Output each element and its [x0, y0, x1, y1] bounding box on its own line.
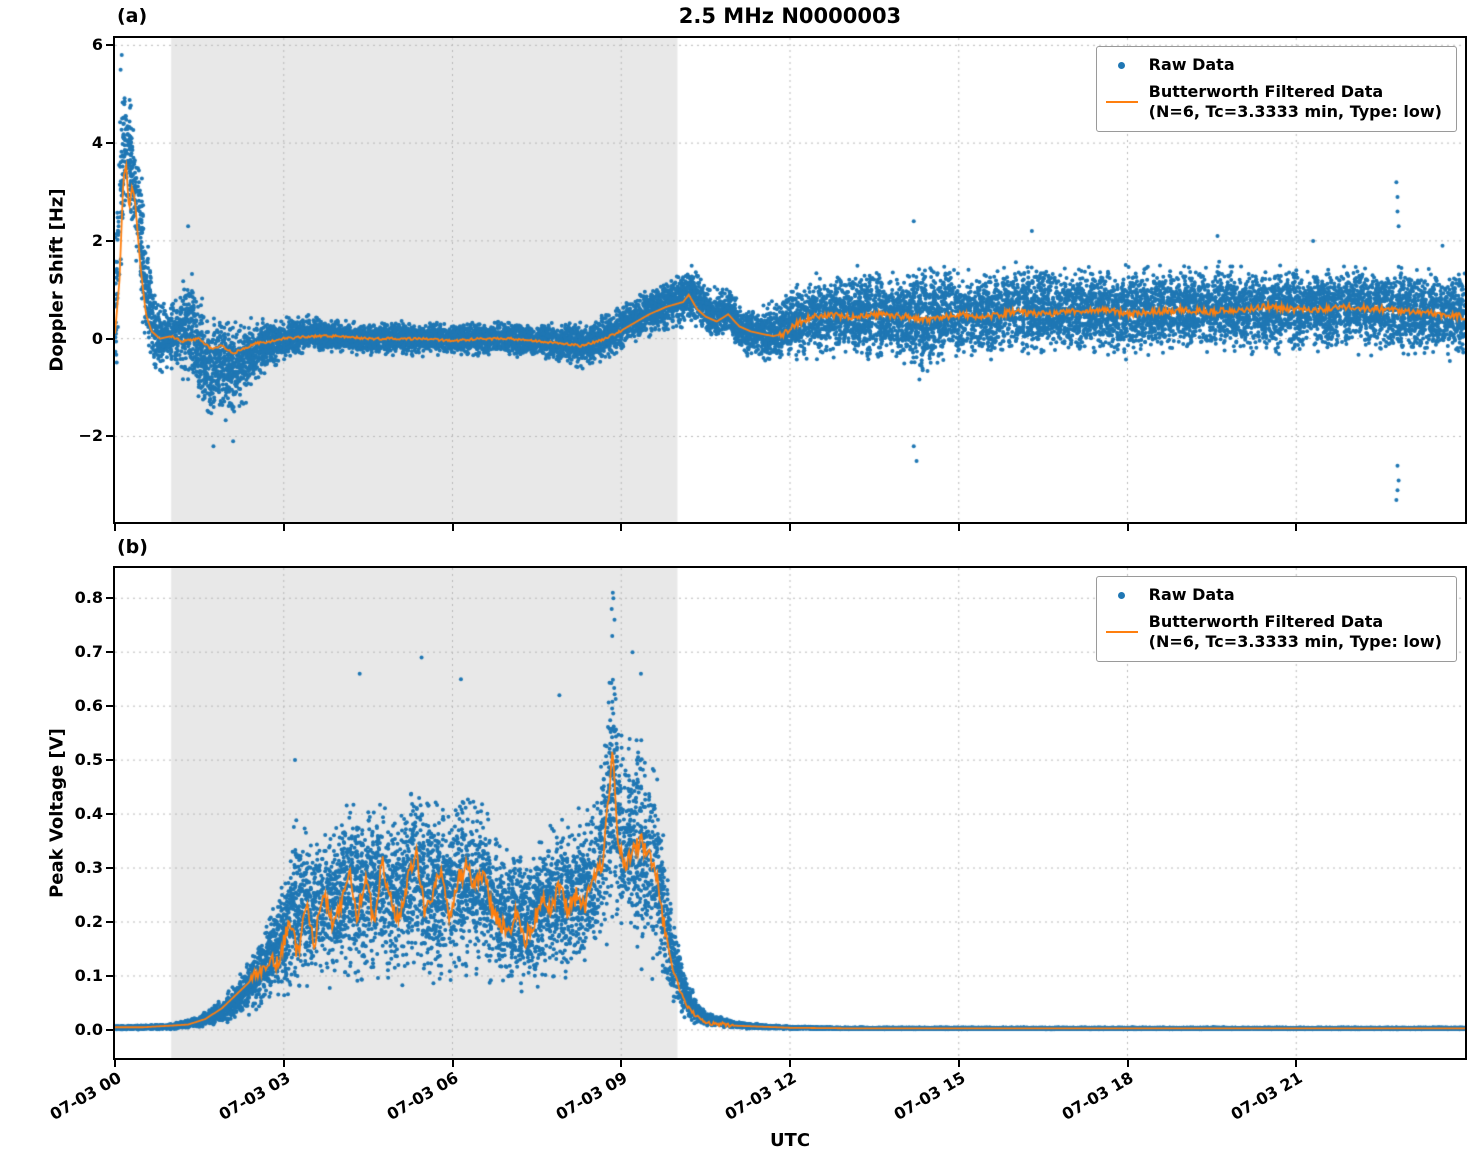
figure-title: 2.5 MHz N0000003 [678, 4, 902, 28]
filtered-label: Butterworth Filtered Data [1148, 612, 1384, 631]
y-tick-mark [106, 813, 113, 816]
filtered-line-marker-icon [1105, 631, 1139, 633]
x-tick-mark [1126, 524, 1129, 531]
x-tick-label: 07-03 15 [890, 1068, 969, 1124]
x-tick-label: 07-03 12 [721, 1068, 800, 1124]
y-tick-mark [106, 435, 113, 438]
x-tick-mark [957, 524, 960, 531]
y-tick-mark [106, 974, 113, 977]
y-tick-label: 0.6 [74, 696, 103, 716]
filtered-sublabel: (N=6, Tc=3.3333 min, Type: low) [1148, 632, 1442, 651]
x-tick-mark [114, 1060, 116, 1067]
y-tick-label: 0.8 [74, 588, 103, 608]
x-tick-label: 07-03 09 [552, 1068, 631, 1124]
y-tick-label: −2 [78, 426, 103, 446]
x-tick-mark [114, 524, 116, 531]
x-tick-mark [282, 524, 285, 531]
x-tick-label: 07-03 21 [1227, 1068, 1306, 1124]
filtered-label-block: Butterworth Filtered Data (N=6, Tc=3.333… [1149, 612, 1442, 652]
panel-label-b: (b) [117, 536, 148, 558]
x-axis-label: UTC [769, 1130, 811, 1151]
filtered-line-marker-icon [1105, 101, 1139, 103]
legend-item-raw: Raw Data [1105, 55, 1442, 75]
y-tick-mark [106, 337, 113, 340]
y-tick-label: 0.1 [74, 965, 103, 985]
y-tick-label: 0 [91, 328, 103, 348]
y-tick-mark [106, 651, 113, 654]
y-tick-mark [106, 44, 113, 47]
filtered-sublabel: (N=6, Tc=3.3333 min, Type: low) [1148, 102, 1442, 121]
y-tick-label: 0.7 [74, 642, 103, 662]
y-tick-label: 0.5 [74, 750, 103, 770]
x-tick-mark [451, 524, 454, 531]
y-tick-mark [106, 239, 113, 242]
plot-b-frame: Raw Data Butterworth Filtered Data (N=6,… [113, 566, 1467, 1060]
y-tick-mark [106, 142, 113, 145]
filtered-label: Butterworth Filtered Data [1148, 82, 1384, 101]
panel-label-a: (a) [117, 5, 148, 27]
x-tick-label: 07-03 00 [46, 1068, 125, 1124]
x-tick-mark [1295, 524, 1298, 531]
x-tick-mark [282, 1060, 285, 1067]
x-tick-label: 07-03 06 [384, 1068, 462, 1124]
y-tick-label: 0.2 [74, 912, 103, 931]
legend-item-raw: Raw Data [1105, 585, 1442, 605]
y-tick-mark [106, 759, 113, 762]
plot-a-frame: Raw Data Butterworth Filtered Data (N=6,… [113, 36, 1467, 524]
x-tick-mark [789, 524, 791, 531]
y-tick-label: 0.0 [74, 1019, 103, 1039]
y-tick-label: 0.3 [74, 858, 103, 878]
y-tick-mark [106, 1028, 113, 1031]
x-tick-mark [451, 1060, 454, 1067]
legend-b: Raw Data Butterworth Filtered Data (N=6,… [1095, 576, 1457, 662]
x-tick-mark [1295, 1060, 1298, 1067]
y-tick-label: 2 [91, 230, 103, 250]
legend-a: Raw Data Butterworth Filtered Data (N=6,… [1095, 46, 1457, 132]
raw-data-label: Raw Data [1148, 585, 1235, 604]
x-tick-mark [789, 1060, 791, 1067]
legend-item-filtered: Butterworth Filtered Data (N=6, Tc=3.333… [1105, 612, 1442, 652]
x-tick-mark [620, 1060, 623, 1067]
x-tick-mark [620, 524, 623, 531]
y-tick-mark [106, 705, 113, 708]
y-tick-mark [106, 921, 113, 923]
y-tick-mark [106, 867, 113, 870]
raw-data-marker-icon [1105, 61, 1139, 69]
y-tick-label: 0.4 [74, 804, 103, 824]
raw-data-marker-icon [1105, 591, 1139, 599]
x-tick-mark [1126, 1060, 1129, 1067]
y-tick-mark [106, 597, 113, 600]
legend-item-filtered: Butterworth Filtered Data (N=6, Tc=3.333… [1105, 82, 1442, 122]
y-tick-label: 4 [91, 133, 103, 153]
x-tick-label: 07-03 03 [215, 1068, 294, 1124]
raw-data-label: Raw Data [1148, 55, 1235, 74]
y-tick-label: 6 [91, 35, 103, 55]
x-tick-label: 07-03 18 [1059, 1068, 1137, 1124]
x-tick-mark [957, 1060, 960, 1067]
filtered-label-block: Butterworth Filtered Data (N=6, Tc=3.333… [1149, 82, 1442, 122]
